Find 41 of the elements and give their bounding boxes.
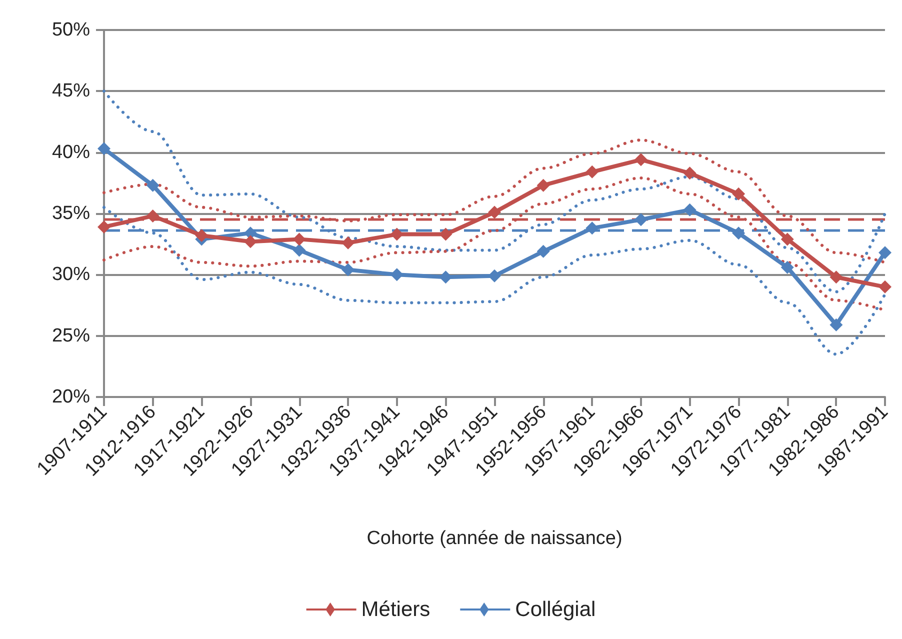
point [878,246,892,260]
y-tick-label: 35% [52,203,90,224]
point [586,165,599,178]
point [732,226,746,240]
point [439,270,452,284]
point [146,209,160,222]
point [146,178,160,192]
point [488,206,501,219]
x-axis-title: Cohorte (année de naissance) [366,528,622,549]
point [634,213,648,226]
point [830,270,843,284]
point [292,232,306,246]
legend-label: Collégial [515,598,596,621]
point [292,244,306,257]
point [634,153,648,166]
point [390,268,404,282]
point [488,269,501,282]
point [195,229,208,242]
point [780,232,794,246]
y-tick-label: 20% [52,386,90,408]
point [780,260,794,274]
point [342,236,355,250]
point [536,178,550,192]
legend-label: Métiers [361,598,430,621]
point [732,187,746,200]
y-tick-label: 50% [52,20,90,40]
point [98,220,110,234]
y-tick-label: 30% [52,264,90,286]
point [586,222,599,235]
point [830,318,843,332]
point [683,166,696,180]
point [390,228,404,241]
y-tick-label: 40% [52,142,90,163]
y-tick-label: 25% [52,325,90,346]
point [244,235,257,248]
y-tick-label: 45% [52,80,90,102]
point [342,263,355,276]
point [536,244,550,258]
point [439,228,452,241]
point [683,203,696,216]
point [878,280,892,294]
